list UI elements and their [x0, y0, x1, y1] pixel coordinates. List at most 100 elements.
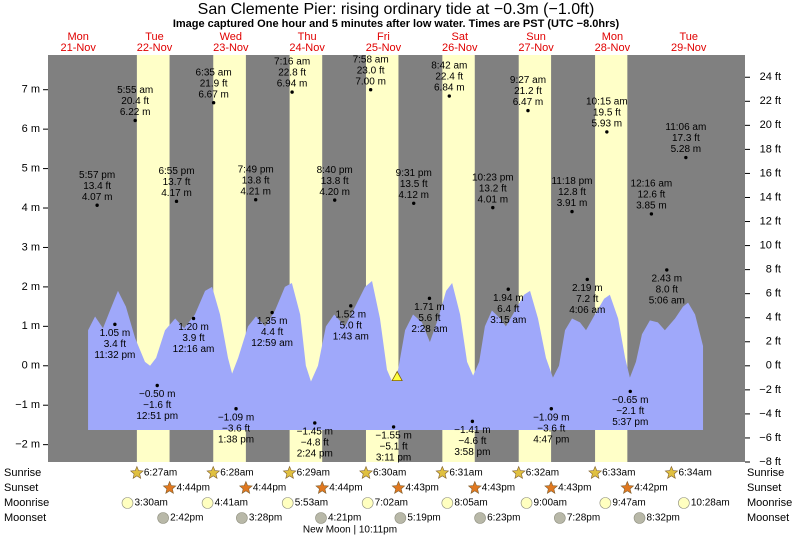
tide-point — [427, 296, 432, 301]
tide-label: 7:16 am — [274, 57, 310, 68]
moonrise-icon — [678, 497, 690, 509]
tide-label: 3.9 ft — [182, 333, 204, 344]
y-tick-label: 7 m — [22, 84, 40, 96]
sunrise-time: 6:27am — [144, 468, 177, 479]
tide-point — [649, 212, 654, 216]
tide-label: 13.4 ft — [83, 181, 111, 192]
sunset-icon — [544, 480, 559, 494]
y2-tick-label: 20 ft — [760, 119, 781, 131]
tide-label: 4.07 m — [82, 192, 113, 203]
tide-label: 4.21 m — [240, 186, 271, 197]
tide-label: 12.6 ft — [638, 190, 666, 201]
moonrise-time: 9:00am — [534, 498, 567, 509]
tide-label: 3.85 m — [636, 201, 667, 212]
tide-label: 4.12 m — [398, 190, 429, 201]
tide-label: 6.47 m — [513, 97, 544, 108]
y2-tick-label: 4 ft — [766, 312, 781, 324]
tide-point — [290, 90, 294, 94]
date-label: 28-Nov — [595, 42, 631, 54]
sunrise-icon — [435, 465, 450, 479]
y-tick-label: 5 m — [22, 162, 40, 174]
sunset-time: 4:43pm — [558, 483, 591, 494]
tide-label: 7.2 ft — [576, 294, 598, 305]
row-label: Moonrise — [747, 497, 792, 509]
tide-point — [549, 407, 554, 411]
row-label: Sunset — [747, 482, 781, 494]
y2-tick-label: 8 ft — [766, 264, 781, 276]
tide-label: 10:23 pm — [472, 172, 514, 183]
tide-label: 22.4 ft — [435, 72, 463, 83]
tide-label: 11:32 pm — [94, 350, 135, 361]
sunset-icon — [620, 480, 635, 494]
tide-label: 5:57 pm — [79, 170, 115, 181]
tide-point — [391, 425, 396, 429]
tide-point — [270, 310, 274, 315]
tide-label: 6.67 m — [198, 89, 229, 100]
tide-label: −5.1 ft — [380, 442, 408, 453]
date-label: 22-Nov — [137, 42, 173, 54]
moonrise-time: 5:53am — [295, 498, 328, 509]
tide-label: 12.8 ft — [558, 187, 586, 198]
row-label: Sunset — [4, 482, 38, 494]
tide-point — [211, 101, 216, 105]
row-label: Moonset — [4, 512, 46, 524]
date-label: 25-Nov — [366, 42, 402, 54]
tide-label: 6.4 ft — [497, 304, 519, 315]
sunrise-icon — [206, 465, 221, 479]
tide-label: 7.00 m — [355, 76, 386, 87]
sunset-icon — [162, 480, 177, 494]
sunrise-time: 6:34am — [678, 468, 711, 479]
moonrise-time: 8:05am — [454, 498, 487, 509]
tide-point — [491, 205, 495, 210]
tide-label: 21.2 ft — [514, 86, 542, 97]
row-label: Sunrise — [4, 467, 41, 479]
tide-label: 3.91 m — [557, 198, 588, 209]
y2-tick-label: 6 ft — [766, 288, 781, 300]
tide-label: 6.22 m — [120, 107, 151, 118]
tide-area — [88, 280, 704, 430]
tide-label: 11:18 pm — [552, 176, 593, 187]
y2-tick-label: 16 ft — [760, 167, 781, 179]
sunrise-time: 6:32am — [526, 468, 559, 479]
tide-point — [95, 203, 99, 207]
tide-point — [234, 407, 238, 411]
tide-label: 3.4 ft — [104, 339, 126, 350]
tide-point — [506, 287, 510, 291]
date-label: 26-Nov — [442, 42, 478, 54]
sunrise-icon — [282, 465, 297, 479]
tide-label: −1.09 m — [218, 412, 254, 423]
tide-point — [333, 198, 337, 202]
sunset-time: 4:43pm — [482, 483, 515, 494]
moonset-time: 2:42pm — [170, 513, 203, 524]
tide-label: 1.20 m — [178, 322, 209, 333]
tide-point — [526, 108, 530, 113]
moonrise-icon — [121, 497, 134, 509]
moonrise-time: 10:28am — [691, 498, 730, 509]
tide-label: 7:49 pm — [238, 164, 274, 175]
y2-tick-label: 12 ft — [760, 215, 781, 227]
sunrise-time: 6:33am — [602, 468, 635, 479]
y2-tick-label: 0 ft — [766, 360, 781, 372]
tide-label: 5.28 m — [671, 144, 702, 155]
sunrise-icon — [588, 465, 603, 479]
tide-label: 7:58 am — [353, 54, 389, 65]
tide-point — [684, 155, 688, 160]
sunset-time: 4:44pm — [329, 483, 362, 494]
tide-label: −1.45 m — [297, 427, 333, 438]
tide-label: −2.1 ft — [616, 406, 644, 417]
tide-label: 1:38 pm — [218, 434, 254, 445]
date-label: 27-Nov — [518, 42, 554, 54]
row-label: Sunrise — [747, 467, 784, 479]
y-tick-label: 0 m — [22, 360, 40, 372]
tide-label: 6:35 am — [196, 67, 232, 78]
moonrise-time: 3:30am — [134, 498, 167, 509]
moonrise-icon — [599, 497, 612, 509]
tide-label: 5:55 am — [117, 85, 153, 96]
row-label: Moonset — [747, 512, 789, 524]
tide-label: 1.71 m — [414, 302, 445, 313]
tide-label: 12:51 pm — [136, 411, 178, 422]
tide-point — [585, 277, 589, 282]
tide-label: 13.8 ft — [321, 176, 349, 187]
row-label: Moonrise — [4, 497, 49, 509]
